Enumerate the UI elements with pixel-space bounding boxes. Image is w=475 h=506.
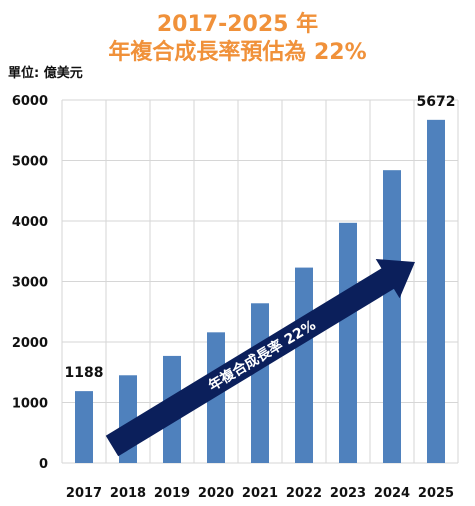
x-tick-label-2019: 2019 (154, 486, 190, 501)
x-tick-label-2022: 2022 (286, 486, 322, 501)
y-tick-label-6000: 6000 (12, 94, 48, 109)
y-tick-label-3000: 3000 (12, 276, 48, 291)
y-tick-label-4000: 4000 (12, 215, 48, 230)
bars (75, 119, 445, 464)
unit-label: 單位: 億美元 (8, 66, 83, 81)
bar-2022 (295, 267, 313, 463)
x-tick-label-2018: 2018 (110, 486, 146, 501)
x-tick-label-2024: 2024 (374, 486, 410, 501)
y-axis-ticks: 0 1000 2000 3000 4000 5000 6000 (12, 94, 48, 472)
x-axis-ticks: 2017 2018 2019 2020 2021 2022 2023 2024 2025 (66, 486, 454, 501)
data-label-2017: 1188 (65, 365, 104, 381)
chart-title-line1: 2017-2025 年 (156, 12, 319, 37)
x-tick-label-2017: 2017 (66, 486, 102, 501)
bar-2017 (75, 391, 93, 463)
chart-title-line2: 年複合成長率預估為 22% (108, 40, 367, 65)
y-tick-label-1000: 1000 (12, 397, 48, 412)
bar-2021 (251, 303, 269, 463)
x-tick-label-2020: 2020 (198, 486, 234, 501)
bar-2024 (383, 170, 401, 463)
y-tick-label-5000: 5000 (12, 155, 48, 170)
x-tick-label-2023: 2023 (330, 486, 366, 501)
arrow-body (105, 258, 415, 457)
data-label-2025: 5672 (417, 94, 456, 110)
x-tick-label-2021: 2021 (242, 486, 278, 501)
x-tick-label-2025: 2025 (418, 486, 454, 501)
y-tick-label-2000: 2000 (12, 336, 48, 351)
bar-2023 (339, 222, 357, 463)
bar-2025 (427, 119, 445, 464)
y-tick-label-0: 0 (39, 457, 48, 472)
data-labels: 1188 5672 (65, 94, 456, 381)
bar-2020 (207, 332, 225, 463)
